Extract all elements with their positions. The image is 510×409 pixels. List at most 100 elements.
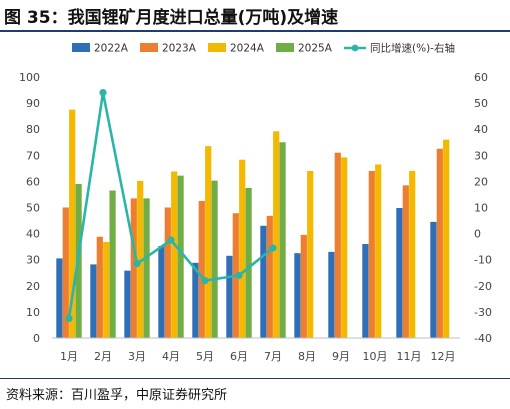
growth-line-point [133, 260, 141, 268]
y-right-tick-label: 60 [474, 71, 488, 84]
bar-2024A [409, 170, 416, 338]
bar-2024A [375, 164, 382, 338]
y-right-tick-label: 40 [474, 123, 488, 136]
bar-2022A [328, 251, 335, 338]
growth-line-point [99, 89, 107, 97]
x-tick-label: 11月 [397, 350, 422, 363]
y-left-tick-label: 50 [26, 202, 40, 215]
legend-label-growth: 同比增速(%)-右轴 [370, 42, 455, 55]
legend: 2022A 2023A 2024A 2025A 同比增速(%)-右轴 [72, 42, 455, 55]
y-left-tick-label: 70 [26, 149, 40, 162]
growth-line-point [167, 236, 175, 244]
chart: 2022A 2023A 2024A 2025A 同比增速(%)-右轴 0 10 20 30 40… [19, 42, 492, 364]
x-tick-label: 10月 [363, 350, 388, 363]
bar-2023A [368, 170, 375, 338]
y-right-tick-label: 50 [474, 97, 488, 110]
x-axis: 1月 2月 3月 4月 5月 6月 7月 8月 9月 10月 11月 12月 [52, 337, 460, 363]
bar-2025A [211, 180, 218, 338]
bar-2025A [143, 198, 150, 338]
bar-2024A [205, 146, 212, 338]
y-left-tick-label: 20 [26, 280, 40, 293]
y-left-tick-label: 40 [26, 228, 40, 241]
bar-2024A [171, 171, 178, 338]
bar-2025A [109, 190, 116, 338]
x-tick-label: 1月 [60, 350, 78, 363]
bar-2025A [245, 187, 252, 338]
bar-2024A [69, 109, 76, 338]
source-divider [0, 378, 510, 379]
source-note: 资料来源：百川盈孚，中原证券研究所 [6, 388, 228, 403]
bar-2024A [307, 170, 314, 338]
x-tick-label: 5月 [196, 350, 214, 363]
legend-label-2022A: 2022A [94, 43, 129, 55]
x-tick-label: 4月 [162, 350, 180, 363]
y-left-tick-label: 60 [26, 175, 40, 188]
y-left-tick-label: 100 [19, 71, 40, 84]
x-tick-label: 3月 [128, 350, 146, 363]
y-axis-left: 0 10 20 30 40 50 60 70 80 90 100 [19, 71, 40, 345]
growth-line-point [235, 271, 243, 279]
y-left-tick-label: 80 [26, 123, 40, 136]
y-right-tick-label: -10 [474, 254, 492, 267]
x-tick-label: 7月 [264, 350, 282, 363]
bar-2022A [158, 246, 165, 338]
bar-2024A [137, 180, 144, 338]
bars [56, 109, 450, 338]
y-left-tick-label: 30 [26, 254, 40, 267]
legend-swatch-2025A [276, 43, 294, 52]
bar-2023A [300, 234, 307, 338]
y-right-tick-label: -20 [474, 280, 492, 293]
legend-swatch-2023A [140, 43, 158, 52]
legend-label-2025A: 2025A [298, 43, 333, 55]
legend-swatch-2022A [72, 43, 90, 52]
y-left-tick-label: 0 [33, 332, 40, 345]
y-left-tick-label: 10 [26, 306, 40, 319]
bar-2025A [279, 142, 286, 338]
x-tick-label: 12月 [431, 350, 456, 363]
bar-2022A [226, 255, 233, 338]
y-right-tick-label: 30 [474, 149, 488, 162]
bar-2023A [198, 200, 205, 338]
y-right-tick-label: 20 [474, 175, 488, 188]
bar-2022A [260, 225, 267, 338]
bar-2025A [177, 175, 184, 338]
bar-2023A [334, 152, 341, 338]
y-right-tick-label: -40 [474, 332, 492, 345]
legend-swatch-2024A [208, 43, 226, 52]
bar-2022A [90, 264, 97, 338]
bar-2024A [239, 159, 246, 338]
bar-2023A [96, 236, 103, 338]
bar-2022A [192, 262, 199, 338]
bar-2022A [56, 258, 63, 338]
bar-2022A [430, 221, 437, 338]
y-right-tick-label: 10 [474, 202, 488, 215]
bar-2023A [266, 215, 273, 338]
y-axis-right: -40 -30 -20 -10 0 10 20 30 40 50 60 [474, 71, 492, 345]
bar-2022A [124, 270, 131, 338]
bar-2022A [294, 253, 301, 338]
growth-line [65, 89, 277, 323]
title-bar: 图 35：我国锂矿月度进口总量(万吨)及增速 [0, 0, 510, 32]
y-right-tick-label: -30 [474, 306, 492, 319]
bar-2023A [164, 207, 171, 338]
bar-2022A [362, 244, 369, 338]
legend-label-2023A: 2023A [162, 43, 197, 55]
bar-2023A [436, 148, 443, 338]
bar-2022A [396, 208, 403, 338]
bar-2023A [130, 198, 137, 338]
y-right-tick-label: 0 [474, 228, 481, 241]
growth-line-point [65, 314, 73, 323]
growth-line-point [269, 244, 277, 252]
legend-line-marker [351, 44, 359, 52]
bar-2024A [341, 157, 348, 338]
y-left-tick-label: 90 [26, 97, 40, 110]
x-tick-label: 9月 [332, 350, 350, 363]
x-tick-label: 6月 [230, 350, 248, 363]
growth-line-point [201, 276, 209, 285]
x-tick-label: 8月 [298, 350, 316, 363]
figure-title: 图 35：我国锂矿月度进口总量(万吨)及增速 [4, 8, 339, 28]
x-tick-label: 2月 [94, 350, 112, 363]
bar-2023A [62, 207, 69, 338]
bar-2024A [103, 241, 110, 338]
bar-2024A [273, 131, 280, 338]
